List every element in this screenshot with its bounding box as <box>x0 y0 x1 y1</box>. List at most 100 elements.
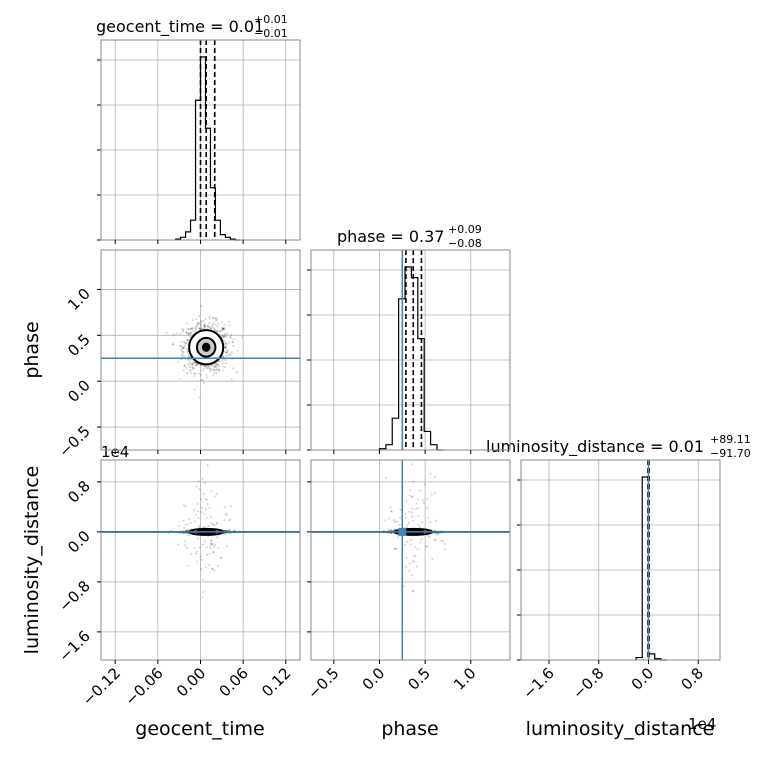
scatter-point <box>194 513 197 516</box>
scatter-point <box>221 327 224 330</box>
scatter-point <box>186 349 189 352</box>
scatter-point <box>189 333 192 336</box>
scatter-point <box>202 364 205 367</box>
scatter-point <box>183 341 186 344</box>
scatter-point <box>191 362 194 365</box>
scatter-point <box>194 372 197 375</box>
scatter-point <box>427 579 430 582</box>
scatter-point <box>426 507 429 510</box>
title-lumdist: luminosity_distance = 0.01 <box>486 437 704 457</box>
scatter-point <box>411 515 414 518</box>
scatter-point <box>226 350 229 353</box>
scatter-point <box>208 317 211 320</box>
title-phase-sub: −0.08 <box>448 237 482 250</box>
scatter-point <box>399 508 402 511</box>
scatter-point <box>215 522 218 525</box>
scatter-point <box>218 360 221 363</box>
scatter-point <box>203 540 206 543</box>
scatter-point <box>198 372 201 375</box>
scatter-point <box>415 565 418 568</box>
scatter-point <box>212 374 215 377</box>
scatter-point <box>184 331 187 334</box>
scatter-point <box>213 495 216 498</box>
title-geocent-time-sub: −0.01 <box>254 27 288 40</box>
scatter-point <box>210 543 213 546</box>
ytick-label: −0.8 <box>55 577 93 615</box>
scatter-point <box>427 516 430 519</box>
scatter-point <box>222 328 225 331</box>
scatter-point <box>411 463 414 466</box>
scatter-point <box>414 508 417 511</box>
scatter-point <box>224 359 227 362</box>
scatter-point <box>210 539 213 542</box>
scatter-point <box>202 591 205 594</box>
scatter-point <box>426 498 429 501</box>
scatter-point <box>182 351 185 354</box>
scatter-point <box>215 492 218 495</box>
scatter-point <box>204 318 207 321</box>
scatter-point <box>175 332 178 335</box>
scatter-point <box>184 544 187 547</box>
scatter-point <box>236 371 239 374</box>
scatter-point <box>186 372 189 375</box>
scatter-point <box>187 363 190 366</box>
scatter-point <box>389 506 392 509</box>
offset-text-lumdist-x: 1e4 <box>688 715 716 733</box>
scatter-point <box>198 546 201 549</box>
scatter-point <box>229 353 232 356</box>
scatter-point <box>206 464 209 467</box>
scatter-point <box>187 353 190 356</box>
scatter-point <box>222 369 225 372</box>
scatter-point <box>216 536 219 539</box>
title-phase-sup: +0.09 <box>448 223 482 236</box>
title-geocent-time-sup: +0.01 <box>254 13 288 26</box>
ytick-label: 0.0 <box>64 527 94 557</box>
scatter-point <box>411 519 414 522</box>
title-lumdist-sup: +89.11 <box>710 433 751 446</box>
scatter-point <box>229 518 232 521</box>
scatter-point <box>418 489 421 492</box>
scatter-point <box>411 590 414 593</box>
scatter-point <box>407 521 410 524</box>
scatter-point <box>195 326 198 329</box>
scatter-point <box>190 328 193 331</box>
scatter-point <box>223 366 226 369</box>
scatter-point <box>433 538 436 541</box>
scatter-point <box>393 519 396 522</box>
scatter-point <box>209 370 212 373</box>
scatter-point <box>195 363 198 366</box>
scatter-point <box>197 510 200 513</box>
panel-frame <box>310 249 511 451</box>
scatter-point <box>398 523 401 526</box>
scatter-point <box>184 540 187 543</box>
scatter-point <box>172 333 175 336</box>
scatter-point <box>225 343 228 346</box>
chart-marks: −0.12−0.06 0.00 0.06 0.12 −0.5 0.0 0.5 1.0 −1.6−… <box>55 39 721 709</box>
scatter-point <box>189 327 192 330</box>
scatter-point <box>202 525 205 528</box>
scatter-point <box>214 365 217 368</box>
scatter-point <box>202 367 205 370</box>
scatter-point <box>440 539 443 542</box>
scatter-point <box>200 320 203 323</box>
scatter-point <box>232 367 235 370</box>
scatter-point <box>191 367 194 370</box>
scatter-point <box>211 369 214 372</box>
scatter-point <box>420 538 423 541</box>
ytick-label: 1.0 <box>64 285 94 315</box>
scatter-point <box>189 358 192 361</box>
scatter-point <box>196 560 199 563</box>
scatter-point <box>412 554 415 557</box>
scatter-point <box>417 523 420 526</box>
scatter-point <box>210 327 213 330</box>
scatter-point <box>217 322 220 325</box>
scatter-point <box>199 555 202 558</box>
scatter-point <box>189 335 192 338</box>
scatter-point <box>236 349 239 352</box>
scatter-point <box>205 553 208 556</box>
scatter-point <box>188 518 191 521</box>
scatter-point <box>215 367 218 370</box>
scatter-point <box>208 315 211 318</box>
scatter-point <box>213 371 216 374</box>
scatter-point <box>225 514 228 517</box>
